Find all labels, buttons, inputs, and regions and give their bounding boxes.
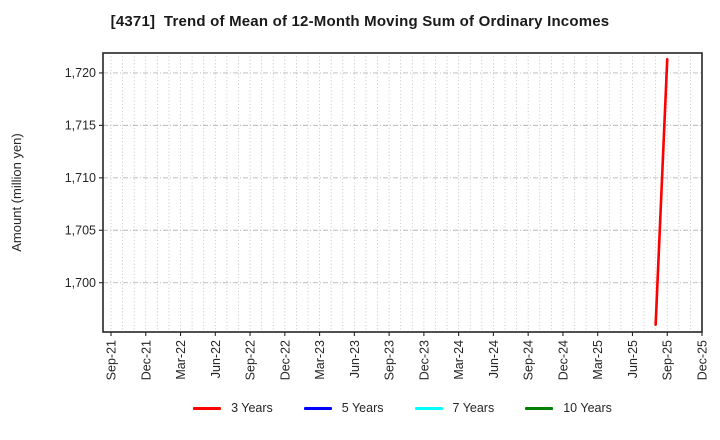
x-tick-label: Dec-22	[278, 340, 292, 380]
x-tick-label: Jun-25	[626, 340, 640, 378]
x-tick-label: Dec-23	[417, 340, 431, 380]
legend-label: 10 Years	[563, 401, 612, 415]
y-tick-label: 1,720	[65, 66, 96, 80]
legend-item-10-years: 10 Years	[525, 401, 612, 415]
legend: 3 Years 5 Years 7 Years 10 Years	[103, 401, 702, 415]
y-tick-label: 1,710	[65, 171, 96, 185]
x-tick-label: Jun-24	[487, 340, 501, 378]
x-tick-label: Mar-24	[452, 340, 466, 380]
y-tick-label: 1,705	[65, 224, 96, 238]
x-tick-label: Dec-21	[139, 340, 153, 380]
legend-swatch	[414, 406, 443, 410]
legend-label: 3 Years	[231, 401, 273, 415]
x-tick-label: Sep-24	[522, 340, 536, 380]
x-tick-label: Sep-22	[244, 340, 258, 380]
legend-swatch	[193, 406, 222, 410]
x-tick-label: Sep-25	[661, 340, 675, 380]
legend-item-5-years: 5 Years	[303, 401, 384, 415]
x-tick-label: Mar-22	[174, 340, 188, 380]
x-tick-label: Jun-22	[209, 340, 223, 378]
series-line-3-years	[654, 57, 669, 326]
y-tick-label: 1,715	[65, 119, 96, 133]
legend-label: 7 Years	[452, 401, 495, 415]
legend-swatch	[303, 406, 332, 410]
legend-swatch	[525, 406, 554, 410]
y-tick-label: 1,700	[65, 276, 96, 290]
x-tick-label: Mar-23	[313, 340, 327, 380]
legend-item-3-years: 3 Years	[193, 401, 273, 415]
x-tick-label: Dec-24	[556, 340, 570, 380]
x-tick-label: Jun-23	[348, 340, 362, 378]
chart-title: [4371] Trend of Mean of 12-Month Moving …	[110, 13, 610, 30]
plot-border	[102, 52, 703, 333]
x-tick-label: Sep-21	[105, 340, 119, 380]
legend-label: 5 Years	[341, 401, 384, 415]
x-tick-label: Mar-25	[591, 340, 605, 380]
x-tick-label: Dec-25	[696, 340, 710, 380]
legend-item-7-years: 7 Years	[414, 401, 495, 415]
x-tick-label: Sep-23	[383, 340, 397, 380]
